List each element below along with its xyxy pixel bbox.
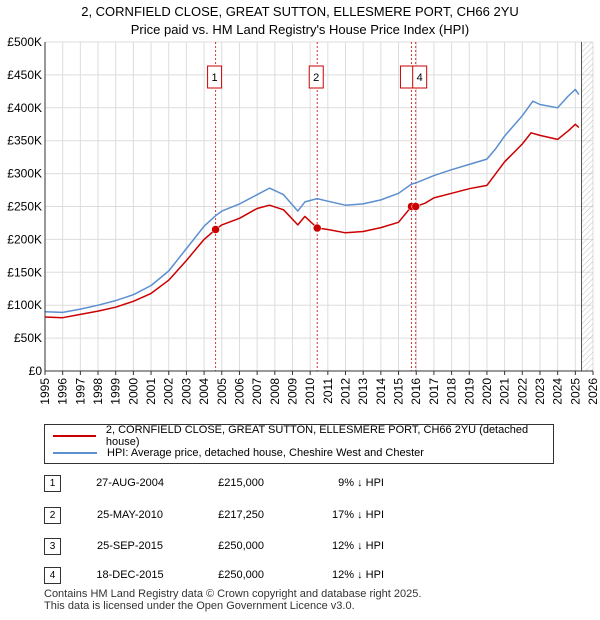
x-tick-label: 2007: [250, 378, 264, 405]
sale-hpi-diff: 12% ↓ HPI: [332, 540, 384, 552]
x-tick-label: 2009: [285, 378, 299, 405]
x-tick-label: 2022: [515, 378, 529, 405]
footer-licence: This data is licensed under the Open Gov…: [44, 600, 355, 612]
sale-box: [308, 65, 324, 89]
x-tick-label: 1999: [109, 378, 123, 405]
legend-swatch-hpi: [53, 452, 97, 454]
y-tick-label: £200K: [7, 232, 42, 246]
x-tick-label: 2001: [144, 378, 158, 405]
chart-legend: 2, CORNFIELD CLOSE, GREAT SUTTON, ELLESM…: [44, 424, 554, 464]
y-tick-label: £500K: [7, 35, 42, 49]
chart-subtitle: Price paid vs. HM Land Registry's House …: [130, 22, 470, 37]
x-tick-label: 2023: [533, 378, 547, 405]
y-tick-label: £400K: [7, 101, 42, 115]
x-tick-label: 2015: [392, 378, 406, 405]
forecast-hatched-region: [581, 42, 593, 371]
hpi-series-line: [44, 88, 580, 314]
sale-date: 25-SEP-2015: [96, 540, 164, 552]
y-tick-label: £150K: [7, 265, 42, 279]
legend-label-property: 2, CORNFIELD CLOSE, GREAT SUTTON, ELLESM…: [105, 424, 529, 448]
y-tick-label: £100K: [7, 298, 42, 312]
sale-box: [412, 65, 428, 89]
x-tick-label: 2004: [197, 378, 211, 405]
y-tick-label: £0: [29, 364, 43, 378]
sale-marker: [312, 223, 322, 233]
footer-copyright: Contains HM Land Registry data © Crown c…: [44, 588, 422, 600]
legend-label-hpi: HPI: Average price, detached house, Ches…: [107, 447, 424, 459]
x-tick-label: 2019: [462, 378, 476, 405]
x-tick-label: 1995: [38, 378, 52, 405]
sale-date: 27-AUG-2004: [96, 477, 164, 489]
sale-date: 18-DEC-2015: [96, 569, 164, 581]
footer-attribution: Contains HM Land Registry data © Crown c…: [44, 588, 421, 612]
x-tick-label: 1997: [73, 378, 87, 405]
y-tick-label: £350K: [7, 134, 42, 148]
sale-hpi-diff: 12% ↓ HPI: [332, 569, 384, 581]
legend-item-property: 2, CORNFIELD CLOSE, GREAT SUTTON, ELLESM…: [53, 424, 553, 448]
x-tick-label: 2025: [568, 378, 582, 405]
x-tick-label: 1996: [56, 378, 70, 405]
x-tick-label: 2012: [339, 378, 353, 405]
sale-marker: [211, 225, 220, 234]
sale-price: £250,000: [218, 569, 264, 581]
x-tick-label: 2014: [374, 378, 388, 405]
chart-title-address: 2, CORNFIELD CLOSE, GREAT SUTTON, ELLESM…: [81, 4, 519, 19]
y-tick-label: £450K: [7, 68, 42, 82]
y-tick-label: £250K: [7, 200, 42, 214]
sale-hpi-diff: 9% ↓ HPI: [338, 477, 384, 489]
legend-item-hpi: HPI: Average price, detached house, Ches…: [53, 445, 424, 461]
sale-marker: [411, 202, 420, 211]
sale-box-label: 1: [212, 72, 218, 84]
x-tick-label: 2003: [179, 378, 193, 405]
sale-number-badge: 4: [44, 567, 61, 584]
x-tick-label: 2021: [498, 378, 512, 405]
x-tick-label: 2010: [303, 378, 317, 405]
legend-swatch-property: [53, 435, 96, 437]
sale-box-label: 4: [417, 72, 423, 84]
sale-number-badge: 1: [44, 475, 61, 492]
x-tick-label: 2002: [162, 378, 176, 405]
x-tick-label: 2020: [480, 378, 494, 405]
x-tick-label: 2008: [268, 378, 282, 405]
sale-row: 1 27-AUG-2004 £215,000 9% ↓ HPI: [44, 475, 544, 495]
x-tick-label: 2016: [409, 378, 423, 405]
x-tick-label: 2017: [427, 378, 441, 405]
sale-box-label: 2: [313, 72, 319, 84]
x-tick-label: 2026: [586, 378, 600, 405]
x-tick-label: 2006: [232, 378, 246, 405]
y-tick-label: £300K: [7, 167, 42, 181]
x-tick-label: 2018: [445, 378, 459, 405]
sale-box: [207, 65, 223, 89]
sale-price: £217,250: [218, 509, 264, 521]
sale-price: £250,000: [218, 540, 264, 552]
sale-date: 25-MAY-2010: [96, 509, 164, 521]
sale-row: 2 25-MAY-2010 £217,250 17% ↓ HPI: [44, 507, 544, 527]
y-tick-label: £50K: [14, 331, 42, 345]
sale-number-badge: 3: [44, 538, 61, 555]
sale-hpi-diff: 17% ↓ HPI: [332, 509, 384, 521]
property-series-line: [44, 123, 580, 319]
sale-row: 3 25-SEP-2015 £250,000 12% ↓ HPI: [44, 538, 544, 558]
sale-row: 4 18-DEC-2015 £250,000 12% ↓ HPI: [44, 567, 544, 587]
sale-price: £215,000: [218, 477, 264, 489]
x-tick-label: 1998: [91, 378, 105, 405]
price-chart: £0 £50K £100K £150K £200K £250K £300K £350K £400…: [7, 35, 600, 405]
sale-number-badge: 2: [44, 507, 61, 524]
x-tick-label: 2011: [321, 378, 335, 404]
x-tick-label: 2013: [356, 378, 370, 405]
x-tick-label: 2024: [551, 378, 565, 405]
x-tick-label: 2005: [215, 378, 229, 405]
x-tick-label: 2000: [126, 378, 140, 405]
